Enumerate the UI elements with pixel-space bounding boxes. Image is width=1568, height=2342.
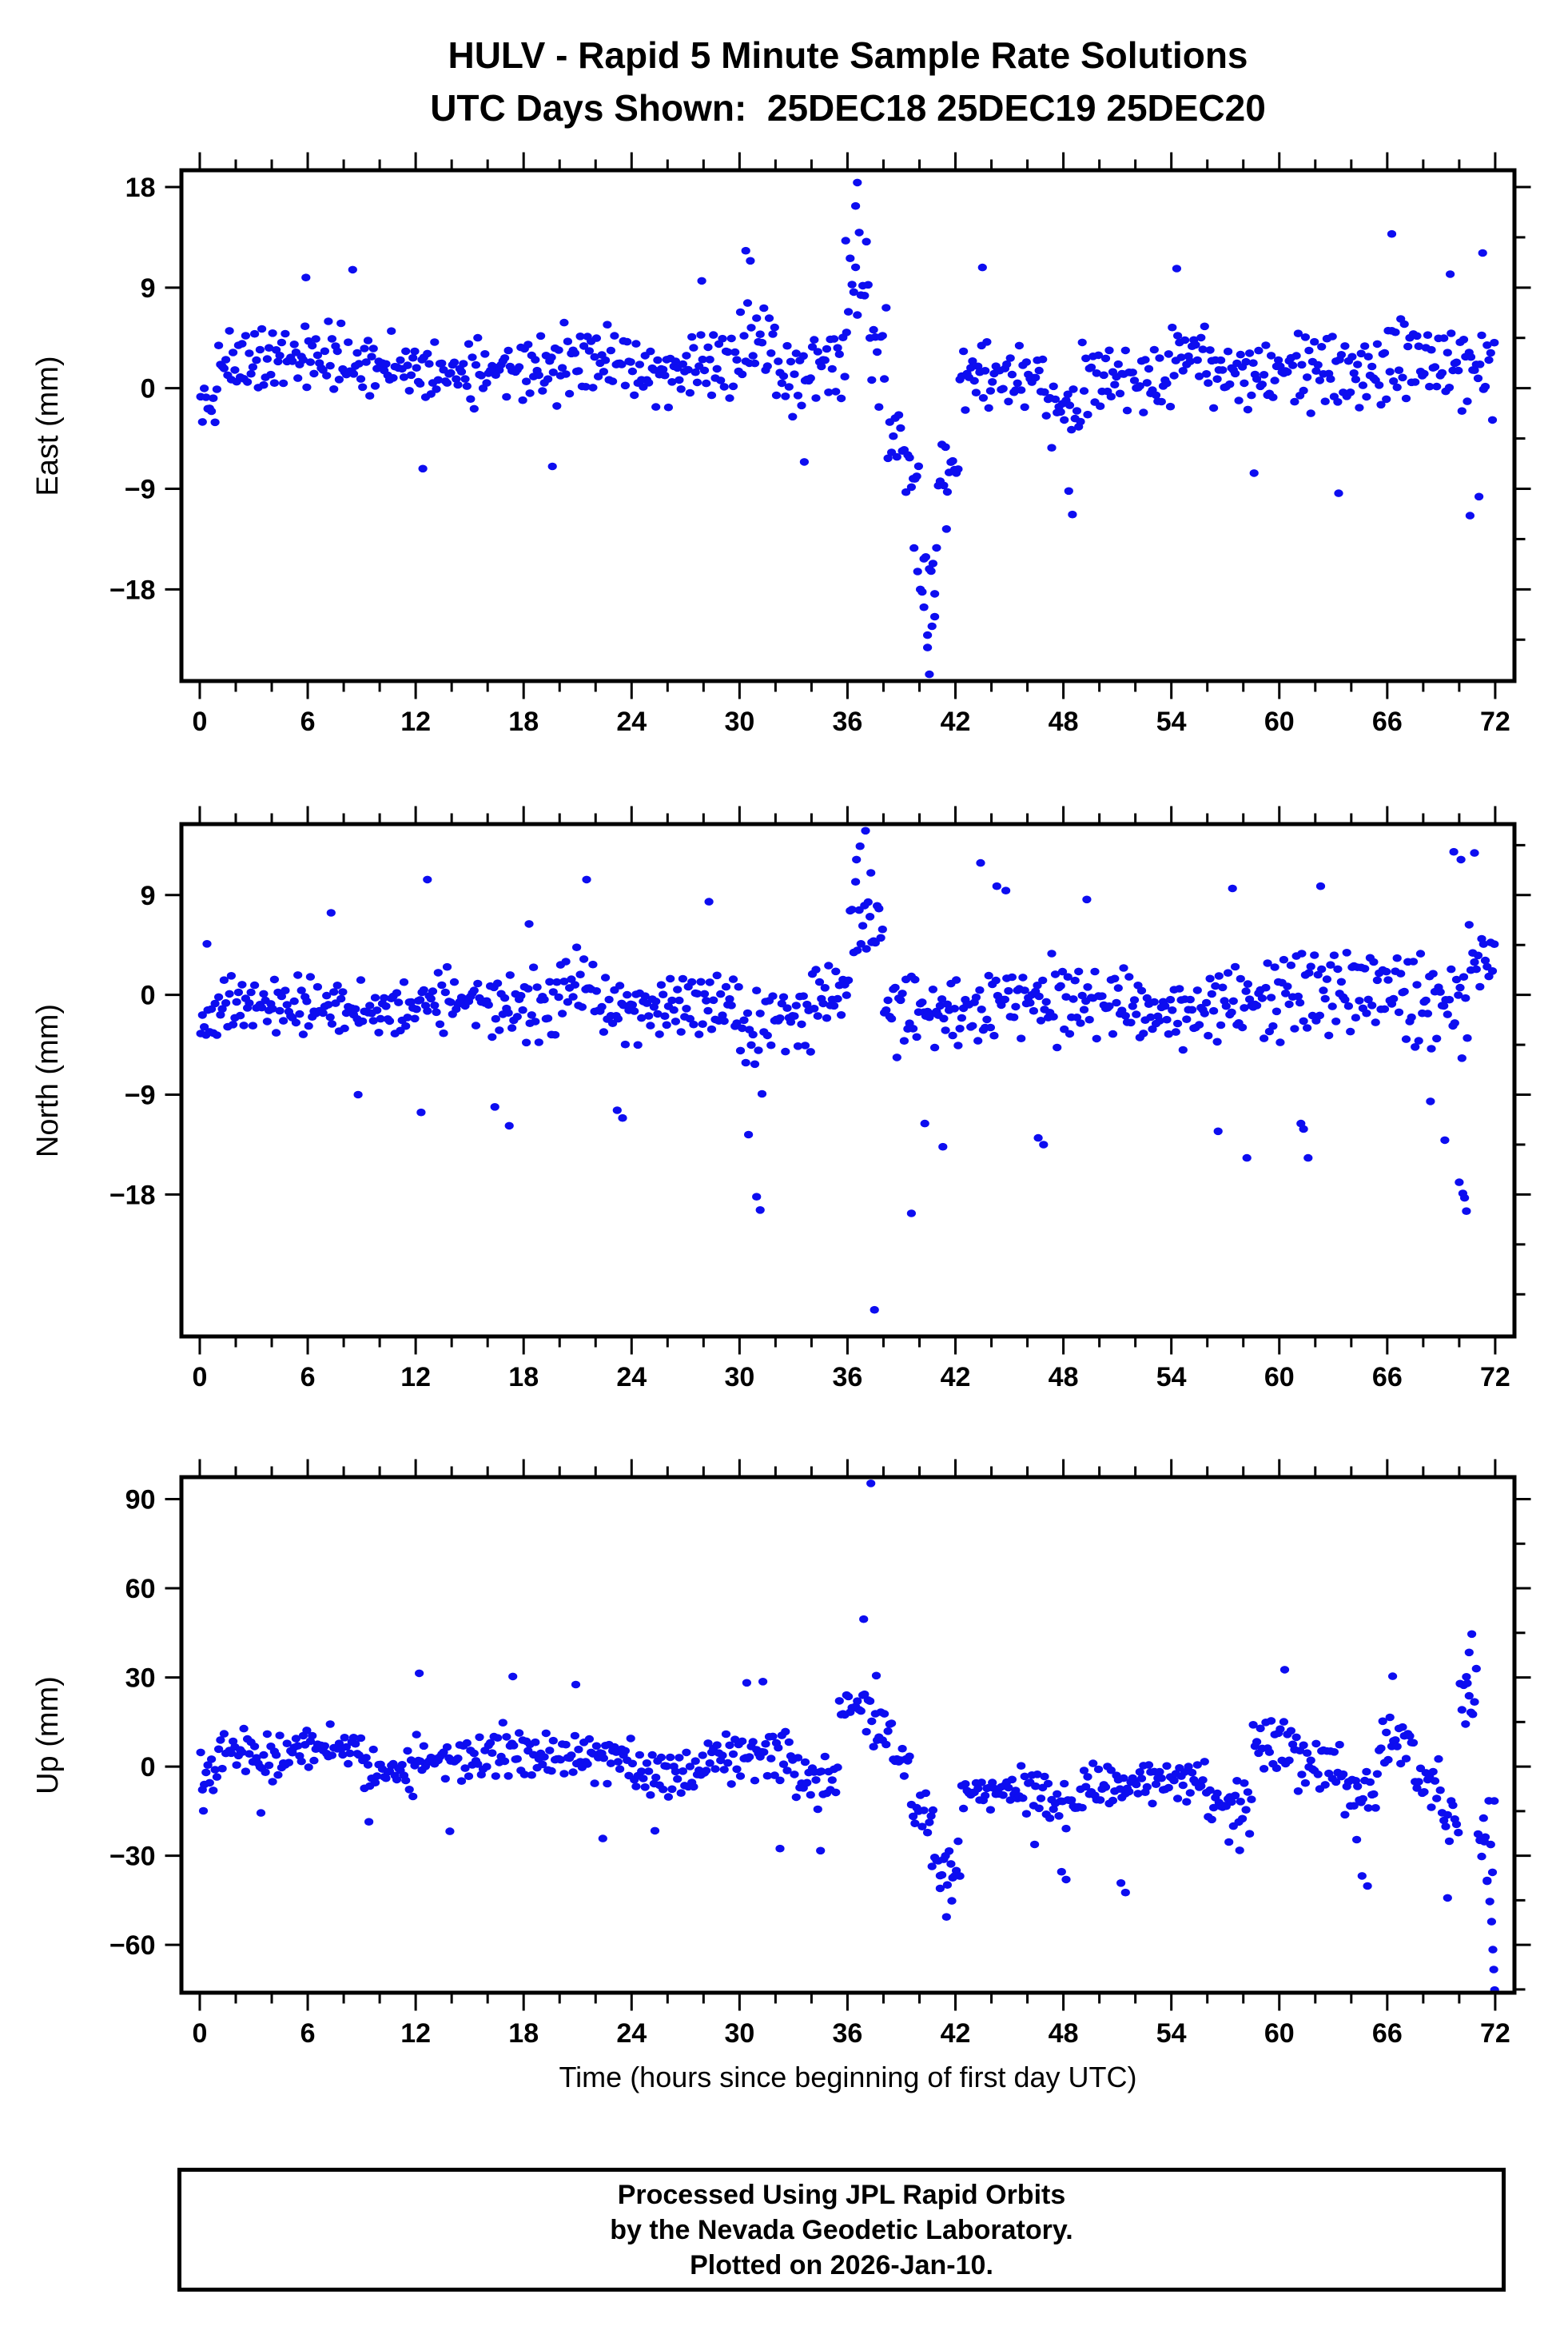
north-x-tick-label: 18	[508, 1362, 539, 1392]
east-y-tick-label: −18	[109, 575, 156, 605]
up-x-tick-label: 54	[1156, 2018, 1187, 2049]
east-axis-label: East (mm)	[31, 356, 65, 496]
up-y-tick-label: 60	[125, 1574, 156, 1604]
up-x-tick-label: 0	[193, 2018, 208, 2049]
north-x-tick-label: 48	[1049, 1362, 1079, 1392]
north-x-tick-label: 6	[300, 1362, 316, 1392]
up-panel: 0 6 12 18 24 30 36 42 48 54 60 66 72 −60 −30 0 30 60 90	[109, 1459, 1531, 2049]
processing-note-box: Processed Using JPL Rapid Orbits by the …	[177, 2168, 1506, 2292]
up-x-tick-label: 36	[833, 2018, 863, 2049]
up-x-tick-label: 48	[1049, 2018, 1079, 2049]
up-ticks	[165, 1459, 1531, 2011]
north-x-tick-label: 0	[193, 1362, 208, 1392]
east-x-tick-label: 42	[941, 707, 971, 737]
north-x-tick-label: 36	[833, 1362, 863, 1392]
east-x-tick-label: 6	[300, 707, 316, 737]
north-points	[196, 826, 1499, 1314]
up-x-tick-label: 30	[724, 2018, 754, 2049]
page-title: HULV - Rapid 5 Minute Sample Rate Soluti…	[448, 34, 1248, 76]
north-x-tick-label: 24	[616, 1362, 647, 1392]
up-x-tick-label: 72	[1480, 2018, 1510, 2049]
east-ticks	[165, 152, 1531, 699]
north-x-tick-label: 30	[724, 1362, 754, 1392]
north-y-tick-label: 9	[141, 881, 156, 911]
north-panel: 0 6 12 18 24 30 36 42 48 54 60 66 72 −18 −9 0 9	[109, 806, 1531, 1392]
up-points	[196, 1480, 1499, 1994]
footer-line-3: Plotted on 2026-Jan-10.	[690, 2249, 993, 2280]
east-frame	[179, 168, 1517, 683]
east-y-tick-label: 0	[141, 374, 156, 404]
up-x-tick-label: 66	[1372, 2018, 1403, 2049]
east-y-tick-label: −9	[125, 475, 156, 505]
north-ticks	[165, 806, 1531, 1355]
north-x-tick-label: 66	[1372, 1362, 1403, 1392]
east-x-tick-label: 54	[1156, 707, 1187, 737]
up-x-tick-label: 18	[508, 2018, 539, 2049]
east-x-tick-label: 18	[508, 707, 539, 737]
east-x-tick-label: 24	[616, 707, 647, 737]
east-x-tick-label: 30	[724, 707, 754, 737]
up-x-tick-label: 42	[941, 2018, 971, 2049]
east-x-tick-label: 36	[833, 707, 863, 737]
page-subtitle: UTC Days Shown: 25DEC18 25DEC19 25DEC20	[430, 87, 1266, 129]
east-x-tick-label: 48	[1049, 707, 1079, 737]
x-axis-title: Time (hours since beginning of first day…	[559, 2061, 1137, 2093]
up-y-tick-label: −30	[109, 1842, 156, 1872]
north-y-tick-label: −18	[109, 1180, 156, 1210]
north-x-tick-label: 60	[1264, 1362, 1295, 1392]
up-x-tick-label: 24	[616, 2018, 647, 2049]
up-x-tick-label: 6	[300, 2018, 316, 2049]
east-x-tick-label: 66	[1372, 707, 1403, 737]
up-axis-label: Up (mm)	[31, 1676, 65, 1794]
east-points	[196, 178, 1499, 679]
footer-line-2: by the Nevada Geodetic Laboratory.	[610, 2214, 1073, 2245]
north-x-tick-label: 54	[1156, 1362, 1187, 1392]
up-y-tick-label: 30	[125, 1663, 156, 1694]
east-panel: 0 6 12 18 24 30 36 42 48 54 60 66 72 −18 −9 0 9 18	[109, 152, 1531, 737]
up-y-tick-label: 0	[141, 1752, 156, 1782]
up-y-tick-label: −60	[109, 1930, 156, 1961]
north-y-tick-label: −9	[125, 1081, 156, 1111]
east-x-tick-label: 0	[193, 707, 208, 737]
up-frame	[179, 1475, 1517, 1995]
north-x-tick-label: 12	[400, 1362, 431, 1392]
north-axis-label: North (mm)	[31, 1003, 65, 1158]
east-y-tick-label: 9	[141, 273, 156, 304]
up-x-tick-label: 60	[1264, 2018, 1295, 2049]
north-y-tick-label: 0	[141, 981, 156, 1011]
east-x-tick-label: 60	[1264, 707, 1295, 737]
footer-line-1: Processed Using JPL Rapid Orbits	[617, 2179, 1066, 2210]
up-y-tick-label: 90	[125, 1485, 156, 1516]
up-x-tick-label: 12	[400, 2018, 431, 2049]
east-y-tick-label: 18	[125, 173, 156, 203]
east-x-tick-label: 72	[1480, 707, 1510, 737]
north-x-tick-label: 72	[1480, 1362, 1510, 1392]
north-frame	[179, 822, 1517, 1339]
east-x-tick-label: 12	[400, 707, 431, 737]
north-x-tick-label: 42	[941, 1362, 971, 1392]
